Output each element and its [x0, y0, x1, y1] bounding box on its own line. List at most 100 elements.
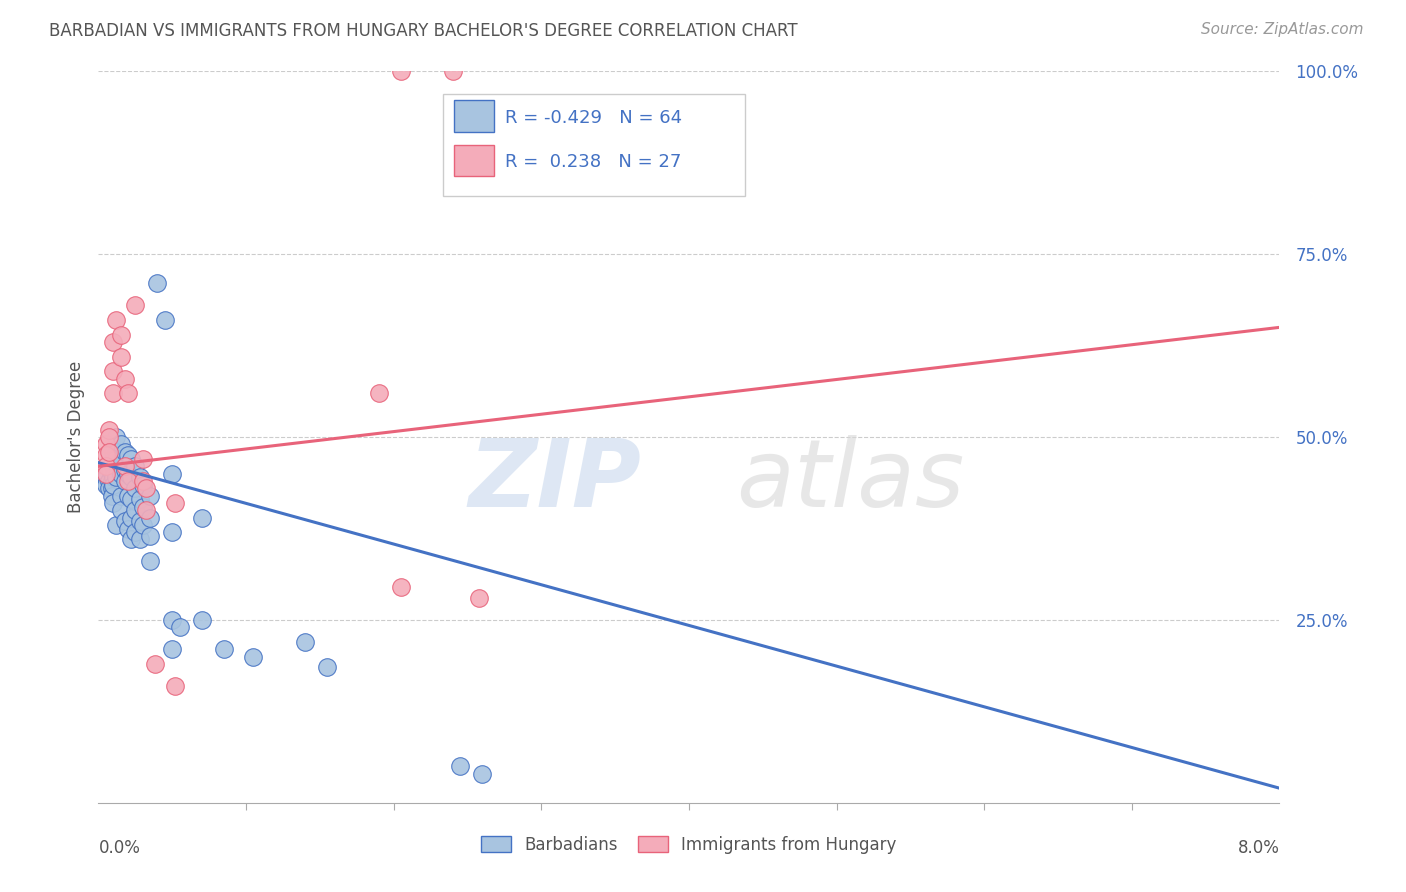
Point	[117, 489, 139, 503]
Point	[94, 459, 117, 474]
Point	[94, 467, 117, 481]
Point	[132, 452, 155, 467]
Point	[105, 452, 128, 467]
Point	[316, 660, 339, 674]
Point	[110, 437, 132, 451]
Point	[100, 489, 122, 503]
Point	[128, 492, 150, 507]
Point	[449, 759, 471, 773]
Point	[242, 649, 264, 664]
Point	[110, 452, 132, 467]
Point	[124, 525, 146, 540]
Point	[132, 517, 155, 532]
Point	[110, 503, 132, 517]
Point	[169, 620, 191, 634]
Point	[117, 467, 139, 481]
Point	[124, 481, 146, 495]
Point	[153, 313, 176, 327]
Point	[114, 444, 136, 458]
Point	[132, 477, 155, 491]
Point	[105, 313, 128, 327]
Point	[165, 496, 187, 510]
Point	[103, 386, 125, 401]
Point	[128, 533, 150, 547]
Point	[117, 521, 139, 535]
Point	[124, 459, 146, 474]
Point	[135, 481, 157, 495]
Point	[110, 467, 132, 481]
Point	[120, 452, 142, 467]
Point	[139, 489, 162, 503]
Point	[103, 334, 125, 349]
Point	[97, 481, 120, 495]
Point	[124, 298, 146, 312]
Point	[103, 364, 125, 378]
Y-axis label: Bachelor's Degree: Bachelor's Degree	[66, 361, 84, 513]
Point	[110, 327, 132, 342]
Point	[98, 463, 121, 477]
Text: 0.0%: 0.0%	[98, 839, 141, 857]
Point	[114, 463, 136, 477]
Point	[162, 525, 183, 540]
Point	[165, 679, 187, 693]
Point	[97, 423, 120, 437]
Point	[468, 591, 491, 605]
Point	[120, 510, 142, 524]
Point	[97, 474, 120, 488]
Point	[120, 492, 142, 507]
Point	[117, 386, 139, 401]
Point	[105, 470, 128, 484]
Point	[294, 635, 316, 649]
Point	[105, 444, 128, 458]
Point	[139, 510, 162, 524]
Point	[103, 444, 125, 458]
Point	[114, 459, 136, 474]
Point	[117, 474, 139, 488]
Point	[110, 350, 132, 364]
Point	[162, 467, 183, 481]
Point	[94, 448, 117, 462]
Point	[120, 533, 142, 547]
Text: 8.0%: 8.0%	[1237, 839, 1279, 857]
Point	[128, 470, 150, 484]
Point	[103, 470, 125, 484]
Point	[389, 64, 412, 78]
Point	[132, 500, 155, 514]
Text: ZIP: ZIP	[468, 435, 641, 527]
Text: R = -0.429   N = 64: R = -0.429 N = 64	[505, 109, 682, 127]
Point	[94, 437, 117, 451]
Text: Source: ZipAtlas.com: Source: ZipAtlas.com	[1201, 22, 1364, 37]
Point	[97, 459, 120, 474]
Point	[100, 474, 122, 488]
Point	[105, 430, 128, 444]
Point	[132, 474, 155, 488]
Point	[162, 613, 183, 627]
Legend: Barbadians, Immigrants from Hungary: Barbadians, Immigrants from Hungary	[474, 829, 904, 860]
Point	[97, 430, 120, 444]
Point	[128, 514, 150, 528]
Text: atlas: atlas	[737, 435, 965, 526]
Point	[98, 448, 121, 462]
Point	[97, 444, 120, 458]
Point	[100, 481, 122, 495]
Point	[117, 448, 139, 462]
Point	[191, 510, 214, 524]
Point	[135, 503, 157, 517]
Point	[103, 496, 125, 510]
Point	[103, 477, 125, 491]
Point	[103, 459, 125, 474]
Point	[146, 277, 169, 291]
Point	[162, 642, 183, 657]
Point	[139, 529, 162, 543]
Point	[114, 514, 136, 528]
Text: BARBADIAN VS IMMIGRANTS FROM HUNGARY BACHELOR'S DEGREE CORRELATION CHART: BARBADIAN VS IMMIGRANTS FROM HUNGARY BAC…	[49, 22, 797, 40]
Point	[114, 474, 136, 488]
Point	[368, 386, 391, 401]
Point	[389, 580, 412, 594]
Point	[110, 489, 132, 503]
Point	[143, 657, 166, 671]
Point	[139, 554, 162, 568]
Point	[441, 64, 464, 78]
Text: R =  0.238   N = 27: R = 0.238 N = 27	[505, 153, 681, 171]
Point	[471, 766, 494, 780]
